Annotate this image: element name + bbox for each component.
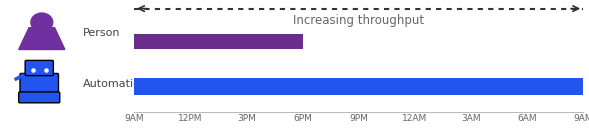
Text: Increasing throughput: Increasing throughput [293, 14, 424, 27]
FancyBboxPatch shape [19, 92, 59, 103]
FancyBboxPatch shape [20, 73, 58, 95]
Bar [134, 78, 583, 95]
Polygon shape [19, 28, 65, 50]
Circle shape [31, 13, 52, 32]
Text: Automation: Automation [83, 79, 148, 89]
Bar [134, 34, 303, 49]
FancyBboxPatch shape [25, 60, 54, 76]
Text: Person: Person [83, 28, 120, 38]
